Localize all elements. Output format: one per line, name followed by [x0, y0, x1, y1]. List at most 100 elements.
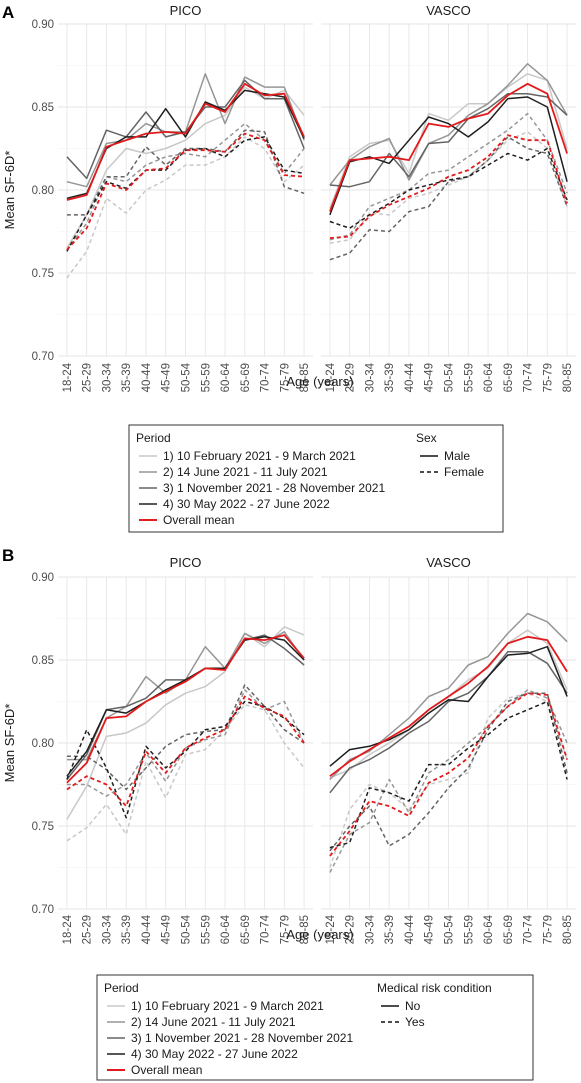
series-line-period-1-female: [329, 131, 568, 244]
series-line-period-overall-yes: [329, 692, 568, 857]
x-tick-label: 60-64: [220, 914, 232, 944]
legend-period-label: 4) 30 May 2022 - 27 June 2022: [163, 497, 330, 511]
x-tick-label: 65-69: [503, 915, 515, 944]
series-line-period-2-yes: [66, 689, 305, 797]
x-axis-title: Age (years): [286, 374, 353, 389]
y-tick-label: 0.85: [32, 102, 54, 114]
series-line-period-overall-female: [329, 134, 568, 239]
x-tick-label: 80-85: [299, 915, 311, 944]
legend-group-label: Yes: [405, 1015, 425, 1029]
x-tick-label: 50-54: [444, 914, 456, 944]
x-tick-label: 45-49: [161, 363, 173, 392]
facet-pico: PICO 0.70 0.75 0.80 0.85 0.90 18-24 25-29 30-34 3…: [32, 555, 313, 944]
x-tick-label: 65-69: [240, 915, 252, 944]
series-line-period-1-male: [329, 73, 568, 209]
x-tick-label: 60-64: [220, 362, 232, 392]
x-tick-label: 35-39: [384, 363, 396, 392]
x-axis-title: Age (years): [286, 927, 353, 942]
legend-period-label: 4) 30 May 2022 - 27 June 2022: [131, 1047, 298, 1061]
series-line-period-2-no: [329, 612, 568, 781]
x-tick-label: 25-29: [82, 363, 94, 392]
y-tick-label: 0.80: [32, 185, 54, 197]
series-line-period-4-male: [329, 96, 568, 216]
series-line-period-4-yes: [66, 700, 305, 819]
x-tick-label: 30-34: [101, 914, 113, 944]
panel-label: A: [2, 3, 14, 22]
x-tick-label: 18-24: [62, 914, 74, 944]
series-line-period-overall-male: [66, 82, 305, 201]
x-tick-label: 70-74: [260, 362, 272, 392]
x-tick-label: 30-34: [101, 362, 113, 392]
series-line-period-overall-no: [66, 634, 305, 784]
x-tick-label: 55-59: [463, 363, 475, 392]
y-tick-label: 0.70: [32, 351, 54, 363]
panel-a: A Mean SF-6D* PICO 0.70 0.75 0.80 0.85 0.90 18-2…: [2, 3, 576, 533]
series-line-period-4-yes: [329, 700, 568, 849]
x-tick-label: 18-24: [325, 362, 337, 392]
legend-period-label: 2) 14 June 2021 - 11 July 2021: [131, 1015, 296, 1029]
y-tick-label: 0.70: [32, 904, 54, 916]
x-tick-label: 75-79: [542, 915, 554, 944]
series-line-period-1-no: [66, 626, 305, 820]
legend-box: [96, 974, 534, 1081]
x-tick-label: 40-44: [404, 914, 416, 944]
legend-period-label: 3) 1 November 2021 - 28 November 2021: [131, 1031, 353, 1045]
x-tick-label: 55-59: [463, 915, 475, 944]
series-line-period-overall-male: [329, 82, 568, 212]
series-line-period-2-male: [329, 63, 568, 186]
legend-group-label: Male: [444, 449, 470, 463]
legend-group-label: No: [405, 999, 421, 1013]
x-tick-label: 80-85: [562, 915, 574, 944]
series-line-period-2-yes: [329, 689, 568, 873]
series-line-period-2-female: [329, 112, 568, 241]
legend-group-label: Female: [444, 465, 484, 479]
x-tick-label: 45-49: [424, 363, 436, 392]
legend-period-label: 1) 10 February 2021 - 9 March 2021: [131, 999, 324, 1013]
x-tick-label: 50-54: [181, 362, 193, 392]
x-tick-label: 40-44: [141, 914, 153, 944]
series-line-period-4-no: [66, 636, 305, 777]
facet-title: PICO: [170, 555, 202, 570]
series-line-period-3-yes: [329, 692, 568, 852]
series-line-period-3-male: [66, 79, 305, 180]
x-tick-label: 35-39: [121, 915, 133, 944]
x-tick-label: 35-39: [384, 915, 396, 944]
x-tick-label: 70-74: [260, 914, 272, 944]
facet-title: VASCO: [426, 555, 471, 570]
series-line-period-4-female: [66, 136, 305, 252]
x-tick-label: 75-79: [279, 363, 291, 392]
x-tick-label: 25-29: [345, 915, 357, 944]
x-tick-label: 55-59: [200, 915, 212, 944]
x-tick-label: 30-34: [364, 362, 376, 392]
legend-period-title: Period: [136, 431, 171, 445]
x-tick-label: 40-44: [141, 362, 153, 392]
series-line-period-1-yes: [329, 692, 568, 868]
legend-period-title: Period: [104, 981, 139, 995]
legend: Period 1) 10 February 2021 - 9 March 2021…: [128, 424, 504, 533]
legend-period-label: Overall mean: [163, 513, 234, 527]
legend-period-label: 3) 1 November 2021 - 28 November 2021: [163, 481, 385, 495]
series-line-period-4-no: [329, 645, 568, 767]
series-line-period-1-female: [66, 136, 305, 279]
legend-period-label: 1) 10 February 2021 - 9 March 2021: [163, 449, 356, 463]
facet-vasco: VASCO 18-24 25-29 30-34 35-39 40-44 45-49 50-54…: [321, 3, 576, 392]
legend: Period 1) 10 February 2021 - 9 March 2021…: [96, 974, 534, 1081]
facet-title: VASCO: [426, 3, 471, 18]
y-tick-label: 0.85: [32, 655, 54, 667]
series-line-period-overall-yes: [66, 695, 305, 807]
legend-group-title: Sex: [416, 431, 437, 445]
facet-pico: PICO 0.70 0.75 0.80 0.85 0.90 18-24 25-29 30-34 3…: [32, 3, 313, 392]
x-tick-label: 18-24: [62, 362, 74, 392]
legend-group-title: Medical risk condition: [377, 981, 492, 995]
x-tick-label: 50-54: [181, 914, 193, 944]
x-tick-label: 60-64: [483, 914, 495, 944]
series-line-period-overall-no: [329, 635, 568, 777]
legend-period-label: Overall mean: [131, 1063, 202, 1077]
series-line-period-3-male: [329, 92, 568, 188]
series-line-period-overall-female: [66, 132, 305, 251]
series-line-period-3-female: [66, 129, 305, 216]
x-tick-label: 45-49: [424, 915, 436, 944]
x-tick-label: 45-49: [161, 915, 173, 944]
x-tick-label: 65-69: [240, 363, 252, 392]
